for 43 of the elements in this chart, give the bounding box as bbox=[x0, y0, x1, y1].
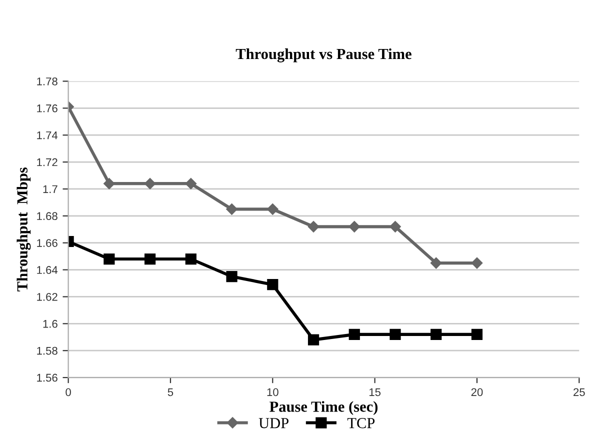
point bbox=[226, 270, 238, 282]
chart-title: Throughput vs Pause Time bbox=[236, 48, 412, 62]
y-tick-label: 1.6 bbox=[43, 320, 58, 328]
legend-label: TCP bbox=[347, 418, 375, 428]
y-tick-label: 1.56 bbox=[37, 374, 58, 382]
point bbox=[471, 328, 483, 340]
point bbox=[267, 204, 278, 215]
point bbox=[348, 328, 360, 340]
point bbox=[144, 253, 156, 265]
y-axis-title: Throughput Mbps bbox=[16, 167, 31, 292]
x-axis-title: Pause Time (sec) bbox=[270, 401, 378, 415]
y-tick-label: 1.76 bbox=[37, 104, 58, 112]
point bbox=[104, 178, 115, 190]
y-tick-label: 1.72 bbox=[37, 158, 58, 166]
point bbox=[104, 253, 115, 265]
x-tick-label: 10 bbox=[267, 388, 278, 396]
point bbox=[390, 328, 401, 340]
point bbox=[226, 204, 238, 215]
point bbox=[144, 178, 156, 190]
x-tick-label: 25 bbox=[574, 388, 585, 396]
point bbox=[267, 279, 278, 290]
point bbox=[308, 334, 320, 346]
legend-label: UDP bbox=[258, 418, 288, 428]
point bbox=[185, 178, 197, 190]
point bbox=[430, 257, 442, 269]
point bbox=[348, 221, 360, 232]
x-tick-label: 15 bbox=[369, 388, 381, 396]
y-tick-label: 1.78 bbox=[37, 77, 58, 86]
point bbox=[430, 328, 442, 340]
point bbox=[390, 221, 401, 232]
x-tick-label: 20 bbox=[471, 388, 483, 396]
y-tick-label: 1.7 bbox=[43, 185, 58, 193]
y-tick-label: 1.62 bbox=[37, 292, 58, 301]
point bbox=[185, 253, 196, 265]
point bbox=[308, 221, 320, 232]
point bbox=[471, 257, 483, 269]
x-tick-label: 5 bbox=[168, 388, 174, 396]
y-tick-label: 1.68 bbox=[37, 212, 58, 220]
y-tick-label: 1.66 bbox=[37, 239, 58, 247]
y-tick-label: 1.74 bbox=[37, 131, 58, 140]
y-tick-label: 1.64 bbox=[37, 266, 58, 274]
y-tick-label: 1.58 bbox=[37, 346, 58, 355]
x-tick-label: 0 bbox=[66, 388, 71, 396]
